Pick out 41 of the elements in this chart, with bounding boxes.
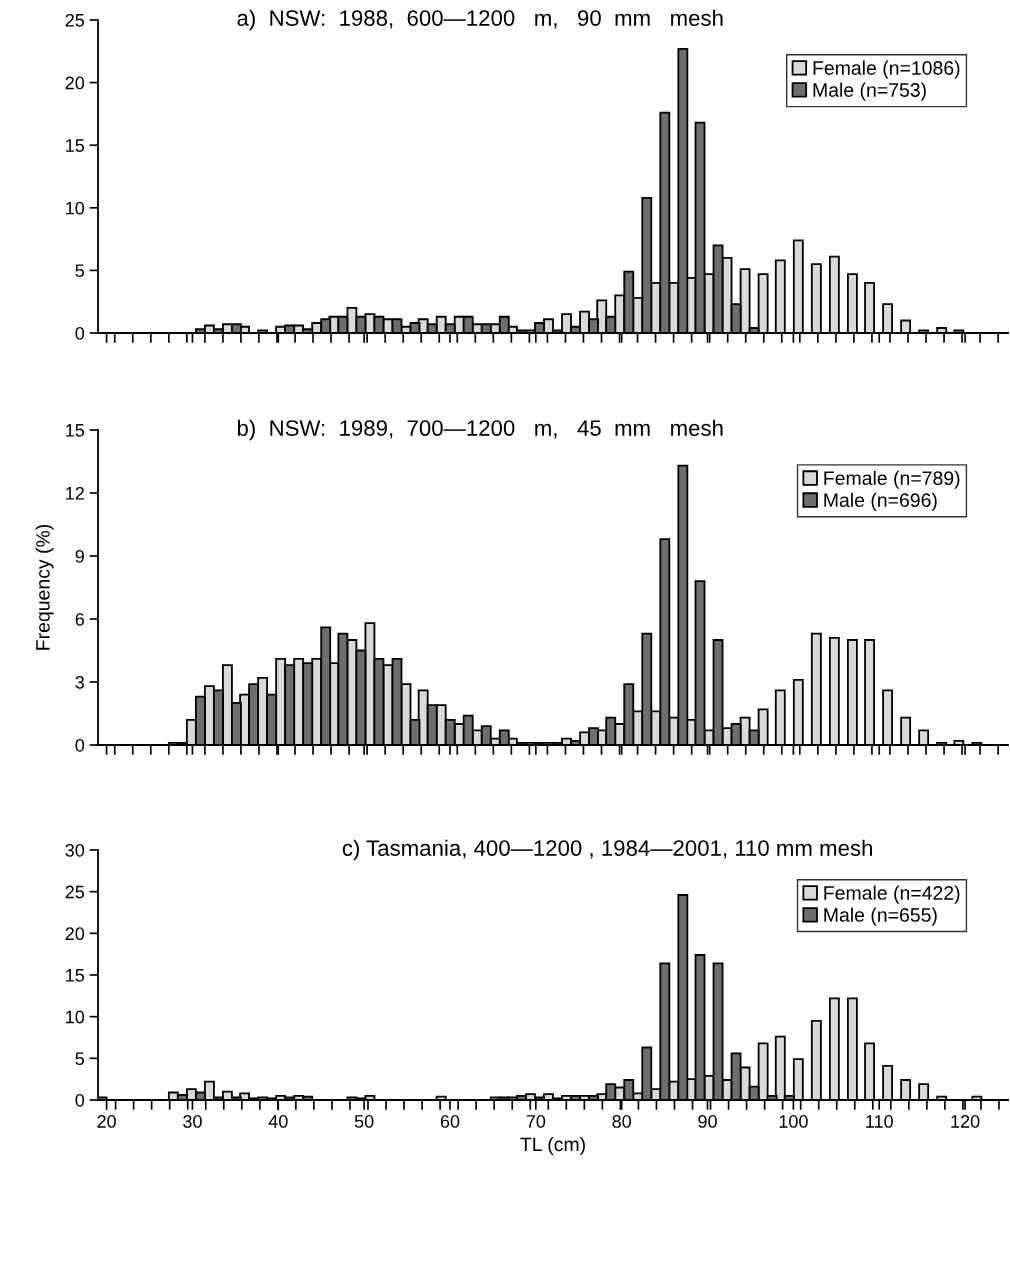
y-tick-label: 20 — [65, 76, 85, 90]
y-tick-label: 5 — [75, 1052, 85, 1066]
y-tick-label: 9 — [75, 549, 84, 563]
legend-label: Male (n=696) — [824, 492, 937, 511]
y-tick-label: 12 — [66, 486, 84, 500]
y-tick-label: 30 — [65, 843, 85, 857]
legend-label: Female (n=422) — [824, 885, 960, 904]
y-tick-label: 5 — [75, 264, 85, 278]
x-tick-label: 80 — [612, 1115, 632, 1128]
x-tick-label: 110 — [866, 1115, 893, 1128]
x-tick-label: 100 — [779, 1115, 808, 1128]
x-tick-label: 120 — [951, 1115, 980, 1128]
x-tick-label: 30 — [183, 1115, 202, 1128]
y-tick-label: 15 — [66, 424, 85, 437]
y-tick-label: 3 — [75, 675, 85, 689]
y-tick-label: 25 — [65, 885, 85, 899]
legend-label: Male (n=655) — [824, 907, 937, 926]
y-axis-title: Frequency (%) — [35, 524, 54, 650]
y-tick-label: 10 — [66, 201, 85, 215]
legend-label: Female (n=1086) — [813, 60, 960, 79]
y-tick-label: 0 — [75, 738, 85, 752]
y-tick-label: 6 — [75, 612, 85, 626]
y-tick-label: 15 — [66, 139, 85, 152]
y-tick-label: 25 — [65, 13, 85, 27]
y-tick-label: 10 — [66, 1010, 85, 1024]
chart-title: c) Tasmania, 400—1200 , 1984—2001, 110 mm mesh — [342, 839, 872, 861]
x-tick-label: 90 — [698, 1115, 717, 1128]
x-axis-title: TL (cm) — [520, 1136, 585, 1156]
x-tick-label: 70 — [526, 1115, 546, 1128]
x-tick-label: 50 — [354, 1115, 374, 1128]
x-tick-label: 20 — [97, 1115, 116, 1128]
y-tick-label: 20 — [65, 927, 85, 941]
legend-label: Male (n=753) — [813, 82, 926, 101]
x-tick-label: 40 — [268, 1115, 288, 1128]
legend-label: Female (n=789) — [824, 470, 960, 489]
y-tick-label: 0 — [75, 1093, 85, 1107]
chart-title: b) NSW: 1989, 700—1200 m, 45 mm mesh — [237, 419, 723, 441]
y-tick-label: 15 — [66, 969, 85, 982]
x-tick-label: 60 — [440, 1115, 460, 1128]
chart-title: a) NSW: 1988, 600—1200 m, 90 mm mesh — [237, 9, 723, 31]
y-tick-label: 0 — [75, 326, 85, 340]
